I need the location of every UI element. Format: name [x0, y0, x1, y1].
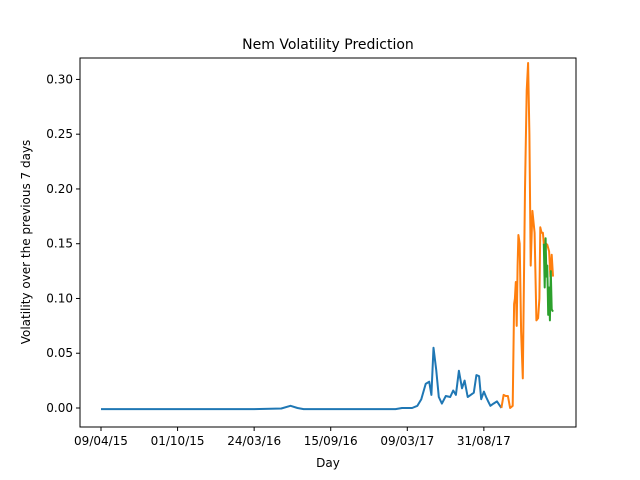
x-tick-label: 09/03/17: [380, 434, 434, 448]
series-line-3: [542, 237, 554, 322]
chart-title: Nem Volatility Prediction: [242, 37, 414, 53]
y-tick-label: 0.05: [46, 346, 73, 360]
y-tick-label: 0.25: [46, 127, 73, 141]
x-axis: 09/04/15 01/10/15 24/03/16 15/09/16 09/03/17…: [74, 427, 511, 448]
plot-area: [79, 57, 577, 428]
y-axis-title: Volatility over the previous 7 days: [19, 140, 33, 345]
x-tick-label: 01/10/15: [151, 434, 205, 448]
y-tick-label: 0.10: [46, 291, 73, 305]
y-axis: 0.00 0.05 0.10 0.15 0.20 0.25 0.30: [46, 72, 80, 415]
series-line-1: [101, 346, 503, 411]
x-axis-title: Day: [316, 456, 340, 470]
x-tick-label: 31/08/17: [457, 434, 511, 448]
y-tick-label: 0.15: [46, 237, 73, 251]
series-layer: [101, 62, 554, 411]
axes-frame: [79, 57, 577, 428]
x-tick-label: 09/04/15: [74, 434, 128, 448]
x-tick-label: 15/09/16: [304, 434, 358, 448]
y-tick-label: 0.00: [46, 401, 73, 415]
x-tick-label: 24/03/16: [227, 434, 281, 448]
y-tick-label: 0.30: [46, 72, 73, 86]
y-tick-label: 0.20: [46, 182, 73, 196]
